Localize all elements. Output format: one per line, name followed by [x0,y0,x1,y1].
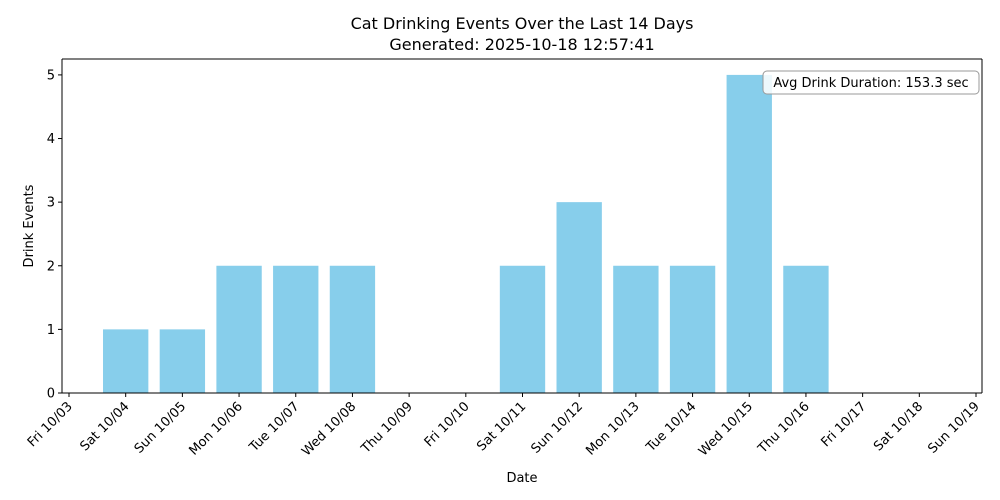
annotation-text: Avg Drink Duration: 153.3 sec [773,76,968,91]
y-tick-label: 0 [47,387,55,402]
bar [273,265,319,393]
bar [329,265,376,393]
y-tick-label: 3 [47,196,55,211]
x-axis-label: Date [506,471,537,486]
bar [499,265,546,393]
y-tick-label: 4 [47,132,55,147]
chart-subtitle: Generated: 2025-10-18 12:57:41 [389,35,654,54]
y-ticks-group: 0 1 2 3 4 5 [47,68,62,402]
annotation-box-frame [762,70,980,95]
y-tick-label: 5 [47,68,55,83]
bar [556,202,602,393]
y-axis-label: Drink Events [22,184,37,267]
bar [103,329,149,393]
bar [726,74,772,394]
bar [783,265,829,393]
bar [669,265,716,393]
bar [159,329,206,393]
bar [613,265,659,393]
bars-group [103,74,829,394]
axes-frame [61,58,983,394]
annotation-box: Avg Drink Duration: 153.3 sec [762,70,980,95]
bar [216,265,262,393]
y-tick-label: 2 [47,259,55,274]
chart-title: Cat Drinking Events Over the Last 14 Day… [351,14,694,33]
y-tick-label: 1 [47,323,55,338]
